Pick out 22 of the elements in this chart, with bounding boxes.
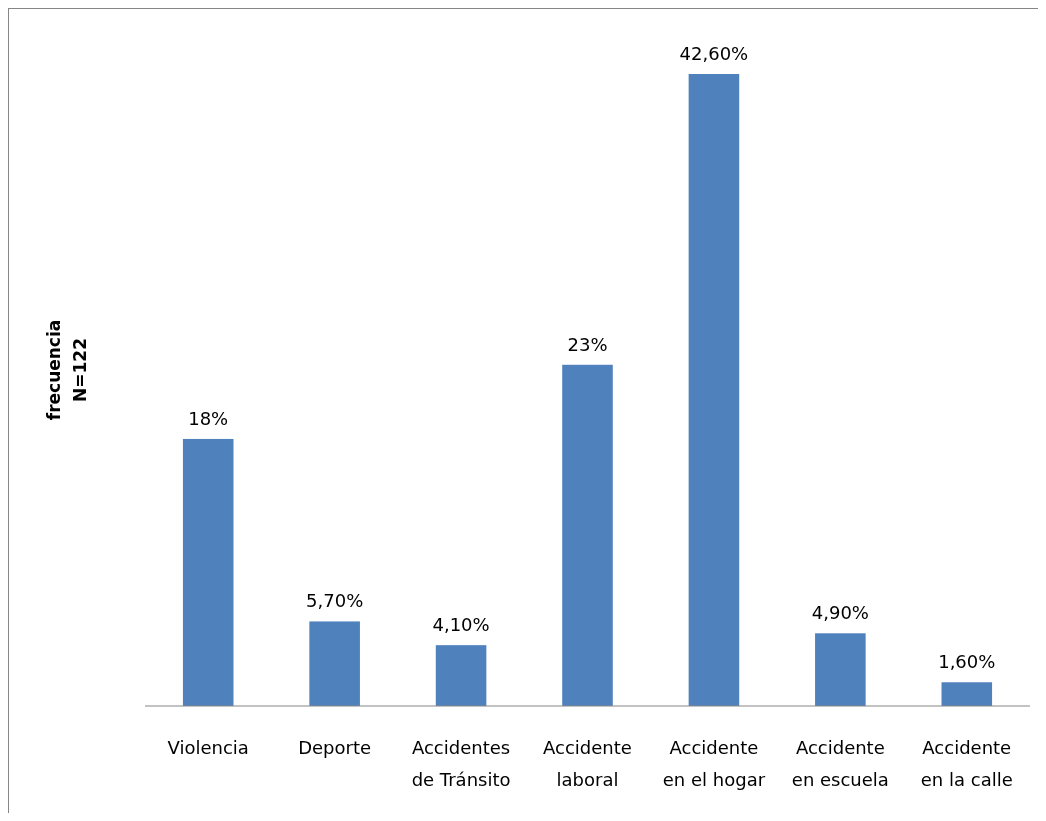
x-tick-label: Accidente en la calle	[920, 737, 1013, 790]
data-label: 4,10%	[432, 614, 490, 636]
bar	[815, 633, 866, 706]
data-label: 23%	[567, 333, 608, 355]
y-axis-title: frecuencia N=122	[44, 319, 90, 421]
bar	[182, 438, 234, 706]
x-tick-label: Accidente laboral	[543, 737, 632, 790]
bar	[941, 682, 993, 706]
x-tick-label: Deporte	[298, 737, 372, 758]
x-tick-label: Violencia	[167, 737, 249, 758]
bar	[688, 74, 740, 706]
bar	[309, 621, 360, 706]
x-tick-label: Accidente en escuela	[791, 737, 889, 790]
x-tick-label: Accidentes de Tránsito	[411, 737, 511, 790]
x-tick-label: Accidente en el hogar	[662, 737, 766, 790]
bar	[435, 645, 487, 706]
data-label: 5,70%	[306, 590, 364, 612]
data-label: 4,90%	[811, 602, 869, 624]
data-label: 18%	[188, 407, 229, 429]
data-label: 42,60%	[679, 43, 749, 64]
data-label: 1,60%	[938, 651, 996, 673]
bar	[562, 364, 613, 706]
